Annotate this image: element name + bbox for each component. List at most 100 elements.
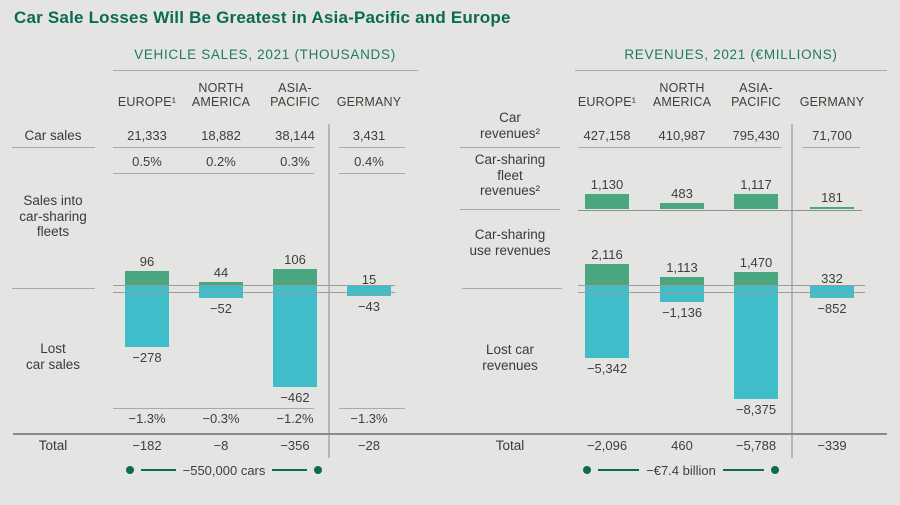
bar-label-fleet-revenue: 181 [821,190,843,205]
bar-label-positive: 96 [139,254,155,269]
bar-negative [585,286,629,358]
col-header: EUROPE¹ [577,94,637,109]
annotation-text-billions: −€7.4 billion [646,462,716,478]
bar-negative [347,286,391,296]
left-germany-pct-overline [339,408,405,409]
value-cell-total_values: 460 [671,438,693,453]
col-header: ASIA- PACIFIC [731,81,781,109]
row-label-total-left: Total [38,438,68,453]
left-germany-divider [328,124,330,458]
left-label-separator-1 [12,147,95,148]
left-values-underline-1 [113,147,314,148]
annotation-text-cars: −550,000 cars [182,462,266,478]
value-cell-lost_pct: −1.3% [128,411,166,426]
bar-label-negative: −5,342 [586,361,628,376]
value-cell-car_sales_pct: 0.5% [132,154,162,169]
annotation-dot-left [126,466,134,474]
annotation-dot-right [771,466,779,474]
right-label-separator-1 [460,147,560,148]
bar-negative [125,286,169,347]
bar-label-negative: −462 [280,390,310,405]
right-zero-axis-bottom [578,291,865,293]
row-label-car-revenues: Car revenues² [479,110,541,141]
value-cell-car_revenues_values: 410,987 [658,128,706,143]
row-label-lost-car-sales: Lost car sales [25,341,81,372]
total-cars-annotation: −550,000 cars [126,462,323,478]
col-header: EUROPE¹ [117,94,177,109]
right-header-underline [575,70,887,71]
value-cell-total_values: −8 [213,438,229,453]
bar-negative [660,286,704,302]
value-cell-lost_pct: −0.3% [202,411,240,426]
total-revenue-annotation: −€7.4 billion [583,462,779,478]
right-values-underline-1 [578,147,782,148]
left-zero-axis-top [113,284,395,286]
total-separator-line [13,433,887,435]
value-cell-total_values: −339 [817,438,847,453]
left-label-separator-2 [12,288,95,289]
right-panel-header: REVENUES, 2021 (€MILLIONS) [624,47,838,62]
annotation-line-right [272,469,308,471]
annotation-line-right [722,469,764,471]
bar-label-negative: −52 [209,301,233,316]
col-header: ASIA- PACIFIC [270,81,320,109]
value-cell-car_sales_values: 18,882 [201,128,241,143]
bar-label-negative: −8,375 [735,402,777,417]
bar-label-positive: 2,116 [591,247,623,262]
bar-fleet-revenue [810,207,854,209]
bar-negative [734,286,778,399]
col-header: GERMANY [336,94,402,109]
left-pct-overline [113,408,314,409]
value-cell-total_values: −182 [132,438,162,453]
bar-label-positive: 332 [821,271,843,286]
right-zero-axis-top [578,284,865,286]
row-label-fleet-revenues: Car-sharing fleet revenues² [474,152,546,198]
value-cell-car_revenues_values: 795,430 [732,128,780,143]
value-cell-lost_pct: −1.3% [350,411,388,426]
row-label-fleet-sales: Sales into car-sharing fleets [19,193,87,239]
page-title: Car Sale Losses Will Be Greatest in Asia… [14,8,511,27]
value-cell-car_sales_pct: 0.3% [280,154,310,169]
annotation-dot-right [314,466,323,474]
right-label-separator-3 [462,288,562,289]
left-panel-header: VEHICLE SALES, 2021 (THOUSANDS) [134,47,396,62]
value-cell-car_revenues_values: 427,158 [583,128,631,143]
bar-fleet-revenue [585,194,629,209]
value-cell-car_sales_values: 38,144 [275,128,315,143]
value-cell-total_values: −2,096 [586,438,628,453]
col-header: NORTH AMERICA [191,81,251,109]
bar-label-positive: 106 [284,252,306,267]
bar-fleet-revenue [734,194,778,209]
bar-label-negative: −1,136 [661,305,703,320]
bar-label-positive: 15 [361,272,377,287]
bar-label-negative: −278 [132,350,162,365]
bar-label-fleet-revenue: 1,117 [740,177,772,192]
right-label-separator-2 [460,209,560,210]
left-zero-axis-bottom [113,291,395,293]
left-values-underline-2 [113,173,314,174]
row-label-total-right: Total [495,438,525,453]
bar-label-positive: 1,113 [666,260,698,275]
bar-label-positive: 1,470 [739,255,773,270]
value-cell-car_sales_pct: 0.2% [206,154,236,169]
bar-negative [273,286,317,387]
value-cell-lost_pct: −1.2% [276,411,314,426]
value-cell-total_values: −28 [357,438,381,453]
left-header-underline [113,70,418,71]
annotation-line-left [598,469,640,471]
value-cell-car_sales_values: 21,333 [127,128,167,143]
row-label-lost-revenues: Lost car revenues [482,342,538,373]
bar-label-fleet-revenue: 483 [671,186,693,201]
annotation-dot-left [583,466,591,474]
row-label-car-sales: Car sales [24,128,82,143]
bar-label-negative: −852 [817,301,847,316]
bar-fleet-revenue [660,203,704,209]
col-header: GERMANY [799,94,865,109]
value-cell-total_values: −356 [280,438,310,453]
bar-label-negative: −43 [357,299,381,314]
value-cell-total_values: −5,788 [735,438,777,453]
left-germany-underline-2 [339,173,405,174]
annotation-line-left [141,469,176,471]
fleet-revenues-baseline [578,209,862,211]
